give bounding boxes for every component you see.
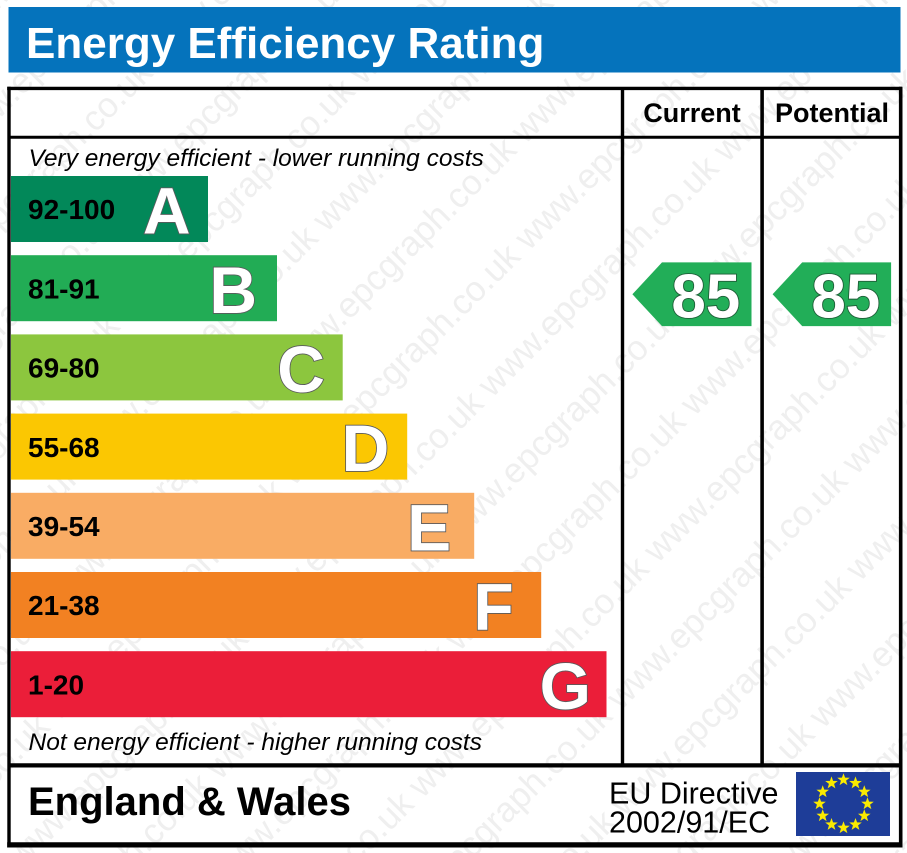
svg-text:B: B <box>209 253 257 327</box>
svg-text:Energy Efficiency Rating: Energy Efficiency Rating <box>26 19 544 68</box>
svg-text:D: D <box>342 411 390 485</box>
svg-text:Potential: Potential <box>775 98 889 128</box>
svg-text:85: 85 <box>671 263 740 332</box>
svg-text:39-54: 39-54 <box>28 511 100 542</box>
svg-text:2002/91/EC: 2002/91/EC <box>609 806 770 840</box>
svg-text:85: 85 <box>811 263 880 332</box>
svg-text:Very energy efficient - lower: Very energy efficient - lower running co… <box>29 145 484 172</box>
svg-text:EU Directive: EU Directive <box>609 777 778 811</box>
svg-text:G: G <box>540 649 591 723</box>
svg-text:A: A <box>143 174 191 248</box>
svg-text:21-38: 21-38 <box>28 590 100 621</box>
svg-text:1-20: 1-20 <box>28 669 84 700</box>
svg-text:E: E <box>407 490 451 564</box>
svg-text:C: C <box>277 332 325 406</box>
svg-text:92-100: 92-100 <box>28 194 115 225</box>
svg-text:Not energy efficient - higher: Not energy efficient - higher running co… <box>29 729 483 756</box>
svg-text:81-91: 81-91 <box>28 273 100 304</box>
svg-text:F: F <box>473 570 513 644</box>
svg-text:England & Wales: England & Wales <box>28 780 351 824</box>
svg-text:55-68: 55-68 <box>28 432 100 463</box>
svg-text:Current: Current <box>643 98 741 128</box>
svg-text:69-80: 69-80 <box>28 353 100 384</box>
